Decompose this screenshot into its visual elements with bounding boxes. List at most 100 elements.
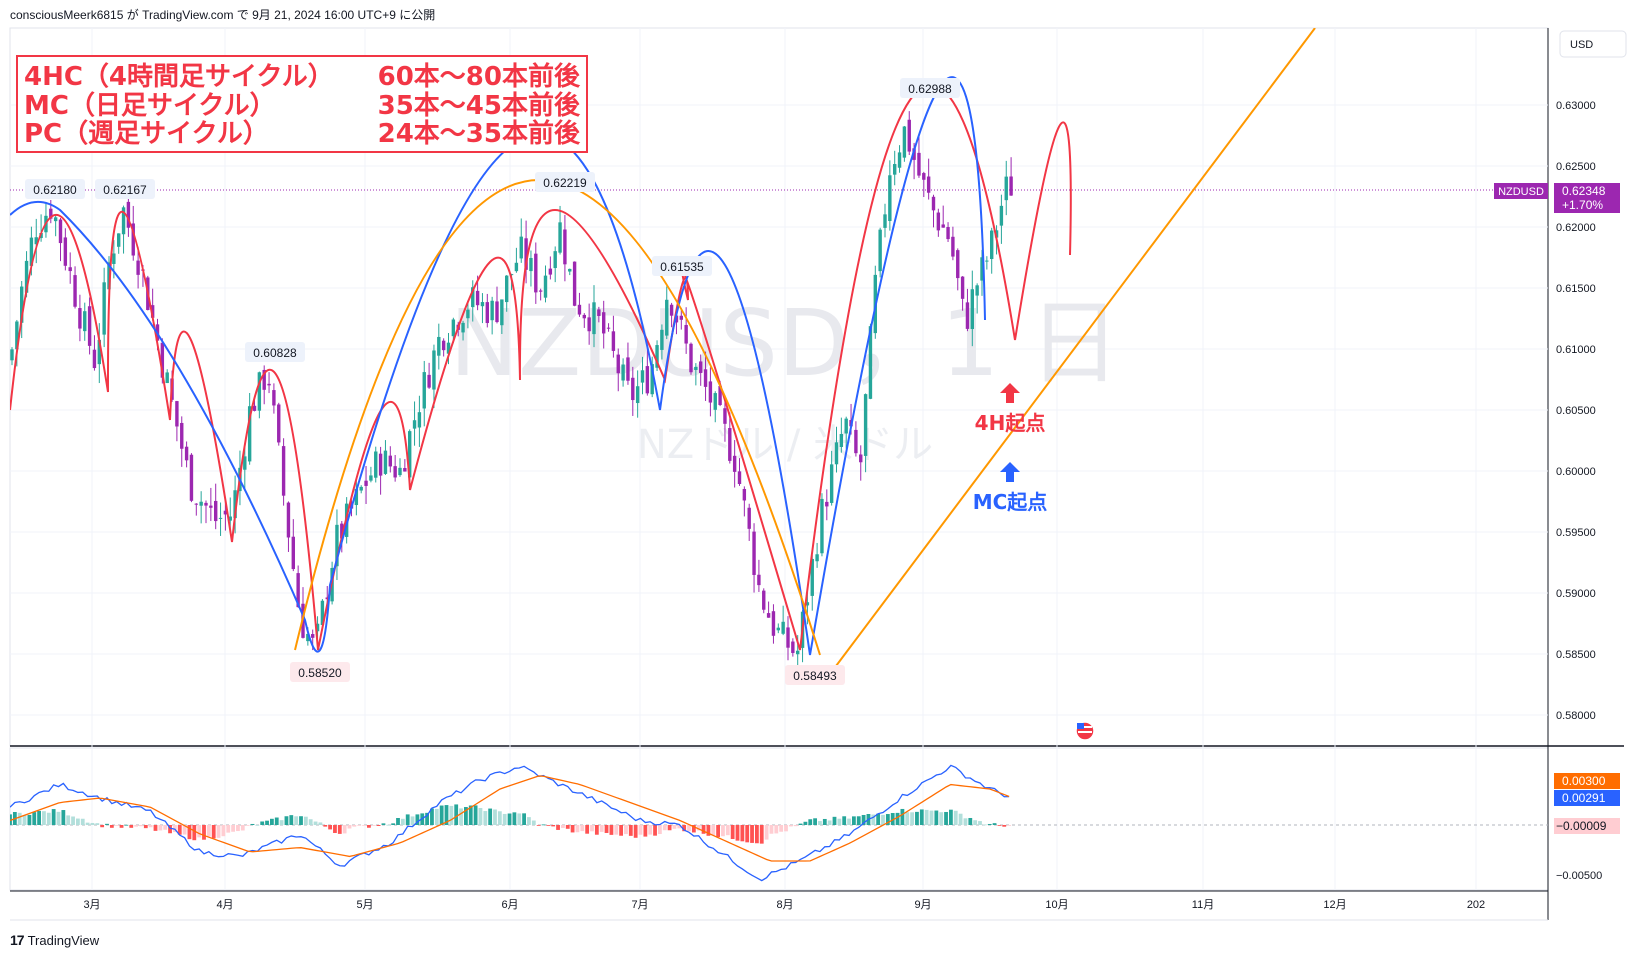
candle — [553, 246, 557, 283]
macd-bar — [755, 825, 759, 844]
macd-bar — [798, 823, 803, 825]
candle — [480, 293, 485, 324]
macd-bar — [386, 824, 391, 826]
macd-bar — [497, 811, 502, 825]
macd-bar — [604, 825, 609, 833]
svg-text:0.62167: 0.62167 — [103, 183, 147, 197]
macd-bar — [585, 825, 590, 834]
macd-bar — [405, 814, 410, 825]
macd-bar — [478, 807, 483, 825]
macd-bar — [95, 823, 100, 825]
svg-text:0.62180: 0.62180 — [33, 183, 77, 197]
macd-bar — [949, 809, 953, 825]
macd-bar — [328, 825, 332, 830]
macd-axis[interactable]: 0.00300 0.00291 −0.00009 −0.00500 — [1554, 773, 1620, 882]
price-tick-label: 0.61000 — [1556, 344, 1596, 356]
h4-start-annotation: 4H起点 — [975, 383, 1045, 435]
candle — [257, 371, 262, 419]
time-axis[interactable]: 3月 4月 5月 6月 7月 8月 9月 10月 11月 12月 202 — [83, 899, 1485, 911]
macd-bar — [546, 825, 551, 826]
macd-bar — [658, 825, 662, 835]
candle — [209, 487, 213, 522]
candle — [548, 256, 553, 280]
candle — [631, 366, 635, 416]
price-axis[interactable]: 0.63000 0.62500 0.62000 0.61500 0.61000 0.605… — [1556, 100, 1596, 722]
tradingview-brand[interactable]: 17 TradingView — [10, 931, 99, 949]
macd-bar — [512, 812, 517, 825]
macd-bar — [134, 825, 138, 827]
macd-bar — [769, 825, 774, 834]
macd-bar — [633, 825, 638, 838]
candle — [20, 281, 24, 339]
candle — [335, 509, 339, 581]
candle — [990, 227, 994, 274]
macd-bar — [919, 809, 924, 825]
macd-bar — [890, 813, 895, 825]
candle — [970, 270, 974, 347]
candle — [243, 447, 247, 490]
watermark-name: NZドル / 米ドル — [637, 422, 933, 468]
candle — [422, 360, 426, 427]
candle — [694, 363, 698, 386]
macd-bar — [963, 818, 968, 825]
candle — [732, 440, 737, 488]
candle — [1004, 160, 1008, 216]
candle — [398, 458, 402, 477]
candle — [810, 555, 814, 611]
macd-bar — [895, 812, 900, 825]
candle — [771, 604, 776, 644]
candle — [500, 299, 504, 335]
candle — [10, 347, 14, 366]
swing-label: 0.61535 — [652, 256, 712, 276]
macd-bar — [784, 825, 788, 832]
candle — [655, 340, 659, 371]
macd-bar — [536, 825, 541, 826]
macd-bar — [871, 814, 876, 825]
tradingview-logo-icon: 17 — [10, 932, 25, 948]
candle — [519, 218, 523, 263]
price-tick-label: 0.59000 — [1556, 588, 1596, 600]
macd-bar — [856, 816, 861, 825]
candle — [354, 478, 359, 516]
candle — [180, 416, 184, 467]
macd-bar — [653, 825, 657, 836]
candle — [587, 303, 591, 345]
candle — [63, 228, 68, 271]
macd-bar — [725, 825, 730, 836]
macd-bar — [599, 825, 604, 832]
macd-bar — [968, 817, 973, 825]
price-tick-label: 0.62500 — [1556, 161, 1596, 173]
candle — [262, 365, 266, 405]
time-tick-label: 202 — [1467, 899, 1485, 911]
macd-bar — [221, 825, 226, 837]
candle — [194, 503, 198, 516]
macd-bar — [716, 825, 720, 837]
candle — [427, 362, 431, 389]
macd-bar — [944, 811, 948, 825]
candle — [859, 445, 863, 481]
currency-button[interactable]: USD — [1559, 30, 1627, 58]
candle — [888, 160, 892, 231]
us-flag-event-icon[interactable] — [1075, 721, 1095, 741]
macd-bar — [202, 825, 206, 840]
macd-bar — [881, 814, 885, 825]
time-tick-label: 12月 — [1323, 899, 1346, 911]
candle — [679, 307, 683, 330]
svg-text:NZDUSD: NZDUSD — [1498, 186, 1544, 198]
candle — [606, 323, 611, 332]
macd-bar — [740, 825, 745, 842]
macd-bar — [527, 817, 531, 825]
red-arrow-up-icon — [1000, 383, 1020, 403]
time-tick-label: 5月 — [356, 899, 373, 911]
candle — [53, 214, 58, 237]
candle — [965, 288, 970, 332]
candle — [165, 369, 169, 384]
candle — [281, 438, 286, 506]
macd-bar — [934, 810, 939, 825]
candle — [815, 542, 819, 568]
macd-bar — [847, 818, 851, 825]
macd-bar — [143, 825, 148, 829]
macd-bar — [502, 813, 507, 825]
macd-bar — [391, 823, 396, 825]
